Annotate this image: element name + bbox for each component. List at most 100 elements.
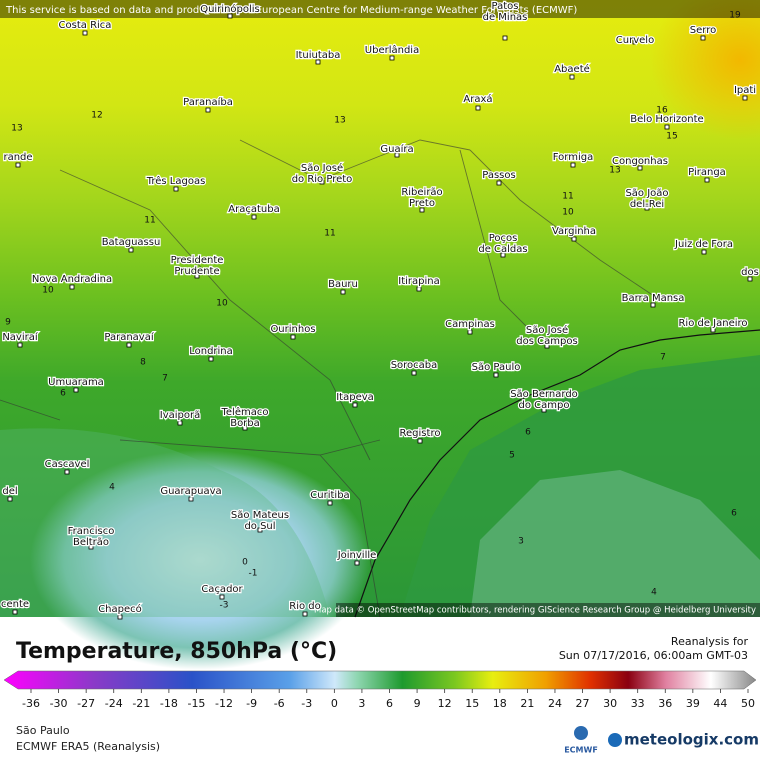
city-marker <box>302 611 308 617</box>
city-label: rande <box>3 152 32 163</box>
city-label: dos Campos <box>516 336 577 347</box>
city-marker <box>290 334 296 340</box>
city-marker <box>700 35 706 41</box>
city-label: dos <box>741 267 759 278</box>
city-label: de Minas <box>483 12 528 23</box>
notice: This service is based on data and produc… <box>5 5 577 16</box>
city-marker <box>747 276 753 282</box>
city-label: Ipati <box>734 85 756 96</box>
city-marker <box>502 35 508 41</box>
contour-label: 13 <box>334 116 345 126</box>
city-label: Formiga <box>553 152 593 163</box>
colorbar-tick-label: -30 <box>50 697 68 710</box>
city-marker <box>319 179 325 185</box>
city-label: do Campo <box>519 400 570 411</box>
contour-label: 6 <box>525 428 531 438</box>
ecmwf-icon <box>574 726 588 740</box>
city-label: Barra Mansa <box>622 293 685 304</box>
city-label: del-Rei <box>630 199 664 210</box>
city-marker <box>394 152 400 158</box>
city-label: Presidente <box>171 255 224 266</box>
city-marker <box>73 387 79 393</box>
brand-icon <box>608 733 622 747</box>
contour-label: 11 <box>144 216 155 226</box>
city-label: Ivaiporã <box>160 410 200 421</box>
city-label: de Caldas <box>478 244 527 255</box>
city-marker <box>7 496 13 502</box>
city-marker <box>327 500 333 506</box>
colorbar-tick-label: -21 <box>132 697 150 710</box>
city-marker <box>194 273 200 279</box>
contour-label: 4 <box>109 483 115 493</box>
city-marker <box>64 469 70 475</box>
city-label: Patos <box>492 1 519 12</box>
city-marker <box>251 214 257 220</box>
city-marker <box>242 425 248 431</box>
contour-label: 19 <box>729 11 741 21</box>
city-label: Araçatuba <box>228 204 279 215</box>
city-label: Uberlândia <box>365 44 419 56</box>
city-marker <box>664 124 670 130</box>
city-marker <box>411 370 417 376</box>
contour-label: 7 <box>660 353 666 363</box>
city-label: Abaeté <box>554 63 590 75</box>
colorbar-tick-label: 15 <box>465 697 479 710</box>
city-marker <box>219 594 225 600</box>
ecmwf-logo: ECMWF <box>564 746 598 755</box>
city-label: Preto <box>409 198 435 209</box>
contour-label: 12 <box>91 111 102 121</box>
colorbar-tick-label: 30 <box>603 697 617 710</box>
colorbar-tick-label: -27 <box>77 697 95 710</box>
city-label: Naviraí <box>2 331 39 343</box>
city-label: Londrina <box>189 346 233 357</box>
city-label: São João <box>625 188 668 199</box>
city-label: Registro <box>400 428 441 439</box>
city-label: Poços <box>489 233 518 244</box>
contour-label: 10 <box>562 208 574 218</box>
city-label: del <box>2 486 17 497</box>
city-marker <box>544 343 550 349</box>
city-label: do Rio Preto <box>292 174 353 185</box>
city-label: Juiz de Fora <box>674 239 733 250</box>
city-label: São Mateus <box>231 510 289 521</box>
colorbar-tick-label: 36 <box>658 697 672 710</box>
city-marker <box>88 544 94 550</box>
city-label: Sorocaba <box>391 360 438 371</box>
city-marker <box>417 438 423 444</box>
city-marker <box>352 402 358 408</box>
city-label: Curvelo <box>616 35 654 46</box>
colorbar-tick-label: -9 <box>246 697 257 710</box>
contour-label: 5 <box>509 451 515 461</box>
city-marker <box>419 207 425 213</box>
city-label: Telêmaco <box>221 406 269 418</box>
city-marker <box>467 329 473 335</box>
contour-label: 11 <box>562 192 573 202</box>
city-marker <box>128 247 134 253</box>
city-marker <box>354 560 360 566</box>
city-marker <box>637 165 643 171</box>
city-marker <box>205 107 211 113</box>
city-label: Bauru <box>328 279 358 290</box>
contour-label: -3 <box>220 601 229 611</box>
map: This service is based on data and produc… <box>0 0 760 670</box>
colorbar-tick-label: -36 <box>22 697 40 710</box>
city-label: Caçador <box>201 584 243 595</box>
colorbar-tick-label: 27 <box>576 697 590 710</box>
colorbar-tick-label: 6 <box>386 697 393 710</box>
contour-label: 8 <box>140 358 146 368</box>
city-marker <box>493 372 499 378</box>
city-marker <box>208 356 214 362</box>
city-marker <box>416 286 422 292</box>
city-label: Prudente <box>174 266 219 277</box>
contour-label: 11 <box>324 229 335 239</box>
contour-label: 0 <box>242 558 248 568</box>
attribution: Map data © OpenStreetMap contributors, r… <box>314 606 756 616</box>
city-label: Cascavel <box>45 459 90 470</box>
contour-label: 7 <box>162 374 168 384</box>
city-label: Congonhas <box>612 156 668 167</box>
colorbar-tick-label: -3 <box>301 697 312 710</box>
colorbar-tick-label: 21 <box>520 697 534 710</box>
contour-label: 3 <box>518 537 524 547</box>
city-marker <box>701 249 707 255</box>
